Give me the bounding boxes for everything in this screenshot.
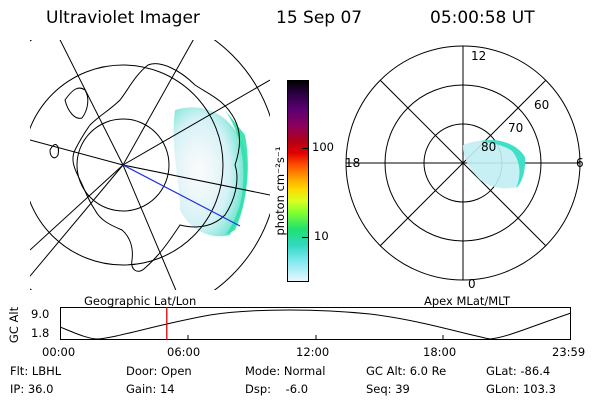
mlt-label-6: 6 — [576, 156, 584, 170]
polar-aurora — [462, 140, 525, 189]
lat-circle — [30, 64, 224, 266]
mlat-label-80: 80 — [481, 140, 496, 154]
mlat-label-60: 60 — [534, 98, 549, 112]
colorbar-unit-label: photon cm⁻²s⁻¹ — [273, 146, 287, 236]
instrument-title: Ultraviolet Imager — [46, 8, 200, 28]
x-tick-1200: 12:00 — [296, 345, 330, 359]
seq-readout: Seq: 39 — [366, 382, 410, 396]
geographic-map — [30, 40, 270, 290]
mode-readout: Mode: Normal — [245, 364, 326, 378]
time-label: 05:00:58 UT — [430, 8, 535, 28]
altitude-plot-frame — [60, 307, 571, 340]
meridian-line — [59, 40, 124, 166]
x-tick-2359: 23:59 — [552, 345, 586, 359]
gcalt-readout: GC Alt: 6.0 Re — [366, 364, 447, 378]
coastline-fragment — [49, 144, 59, 159]
geo-map-label: Geographic Lat/Lon — [84, 294, 197, 308]
gain-readout: Gain: 14 — [126, 382, 175, 396]
color-scale-bar — [287, 80, 309, 282]
glon-readout: GLon: 103.3 — [486, 382, 556, 396]
polar-axis — [379, 79, 547, 247]
aurora-emission — [173, 107, 247, 237]
alt-tick-low: 1.8 — [31, 326, 50, 340]
colorbar-tick-10: 10 — [314, 229, 329, 243]
colorbar-tick-100: 100 — [312, 140, 334, 154]
colorbar-tick-mark — [302, 237, 308, 238]
alt-tick-high: 9.0 — [31, 307, 50, 321]
x-tick-0000: 00:00 — [42, 345, 76, 359]
meridian-line — [30, 164, 124, 251]
coastline-fragment — [64, 87, 89, 119]
altitude-curve — [60, 309, 572, 340]
meridian-line — [30, 164, 124, 277]
sun-direction-line — [122, 164, 241, 227]
polar-plot-label: Apex MLat/MLT — [424, 294, 511, 308]
dsp-readout: Dsp: -6.0 — [245, 382, 309, 396]
mlt-label-12: 12 — [471, 49, 486, 63]
x-tick-1800: 18:00 — [423, 345, 457, 359]
mlat-label-70: 70 — [508, 121, 523, 135]
polar-aurora-edge — [480, 139, 526, 188]
lat-circle — [76, 118, 170, 212]
filter-readout: Flt: LBHL — [10, 364, 62, 378]
altitude-plot — [60, 307, 572, 340]
meridian-line — [122, 164, 177, 290]
date-label: 15 Sep 07 — [276, 8, 363, 28]
continent-outline — [72, 63, 240, 272]
x-tick-0600: 06:00 — [167, 345, 201, 359]
alt-axis-label: GC Alt — [7, 306, 21, 344]
ip-readout: IP: 36.0 — [10, 382, 54, 396]
meridian-line — [122, 40, 194, 166]
meridian-line — [30, 139, 124, 166]
glat-readout: GLat: -86.4 — [486, 364, 551, 378]
door-readout: Door: Open — [126, 364, 192, 378]
colorbar-tick-mark — [302, 148, 308, 149]
meridian-line — [122, 164, 270, 196]
polar-plot: 12 18 6 0 60 70 80 — [345, 45, 584, 291]
aurora-oval-edge — [225, 110, 248, 235]
meridian-line — [122, 79, 270, 166]
mlt-label-18: 18 — [345, 156, 360, 170]
mlt-label-0: 0 — [468, 277, 476, 291]
